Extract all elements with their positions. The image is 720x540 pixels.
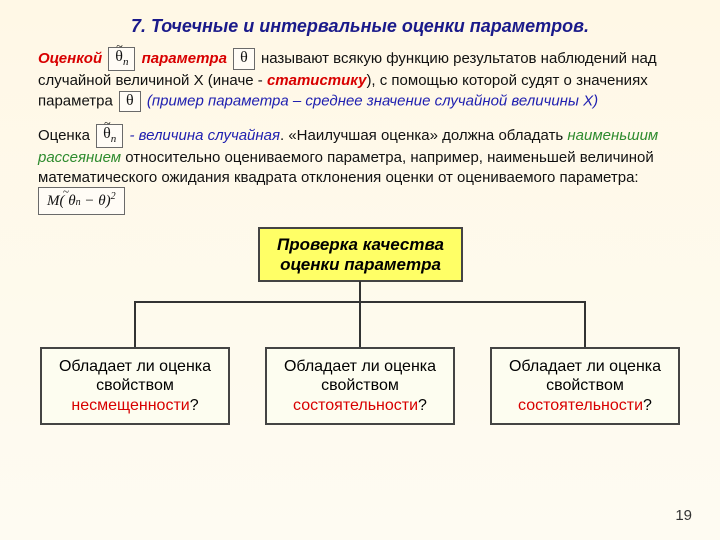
connector xyxy=(134,301,136,347)
diagram-top-box: Проверка качества оценки параметра xyxy=(258,227,463,282)
page-number: 19 xyxy=(675,507,692,524)
text-parametra: параметра xyxy=(142,50,227,67)
p2-body1: . «Наилучшая оценка» должна обладать xyxy=(280,127,563,144)
p2-body2: относительно оцениваемого параметра, нап… xyxy=(38,149,654,186)
theta-sub-n-2: n xyxy=(111,133,117,145)
p2-lead: Оценка xyxy=(38,127,90,144)
c2-a: Обладает ли оценка свойством xyxy=(284,358,436,394)
c3-b: состоятельности xyxy=(518,397,643,414)
theta-n-tilde-box-2: ~θn xyxy=(96,124,123,148)
theta-box-2: θ xyxy=(119,91,141,112)
c1-b: несмещенности xyxy=(71,397,189,414)
slide: 7. Точечные и интервальные оценки параме… xyxy=(0,0,720,540)
diagram-child-2: Обладает ли оценка свойством состоятельн… xyxy=(265,347,455,425)
c3-a: Обладает ли оценка свойством xyxy=(509,358,661,394)
theta-sub-n: n xyxy=(123,56,129,68)
connector xyxy=(359,301,361,347)
c1-a: Обладает ли оценка свойством xyxy=(59,358,211,394)
c1-q: ? xyxy=(190,397,199,414)
slide-title: 7. Точечные и интервальные оценки параме… xyxy=(38,12,682,47)
text-ocenkoj: Оценкой xyxy=(38,50,102,67)
paragraph-2: Оценка ~θn - величина случайная. «Наилуч… xyxy=(38,124,682,215)
p2-rand: - величина случайная xyxy=(129,127,280,144)
connector xyxy=(359,281,361,301)
theta-tilde-symbol-2: ~θ xyxy=(103,125,111,142)
diagram-child-1: Обладает ли оценка свойством несмещеннос… xyxy=(40,347,230,425)
theta-tilde-symbol: ~θ xyxy=(115,48,123,65)
diagram: Проверка качества оценки параметра Облад… xyxy=(38,227,682,437)
formula-box: ~M( θn − θ)2 xyxy=(38,187,125,215)
text-statistiku: статистику xyxy=(267,72,367,89)
paragraph-1: Оценкой ~θn параметра θ называют всякую … xyxy=(38,47,682,112)
text-example: (пример параметра – среднее значение слу… xyxy=(147,92,598,109)
theta-n-tilde-box: ~θn xyxy=(108,47,135,71)
c2-q: ? xyxy=(418,397,427,414)
c3-q: ? xyxy=(643,397,652,414)
connector xyxy=(584,301,586,347)
c2-b: состоятельности xyxy=(293,397,418,414)
diagram-child-3: Обладает ли оценка свойством состоятельн… xyxy=(490,347,680,425)
theta-box-1: θ xyxy=(233,48,255,69)
